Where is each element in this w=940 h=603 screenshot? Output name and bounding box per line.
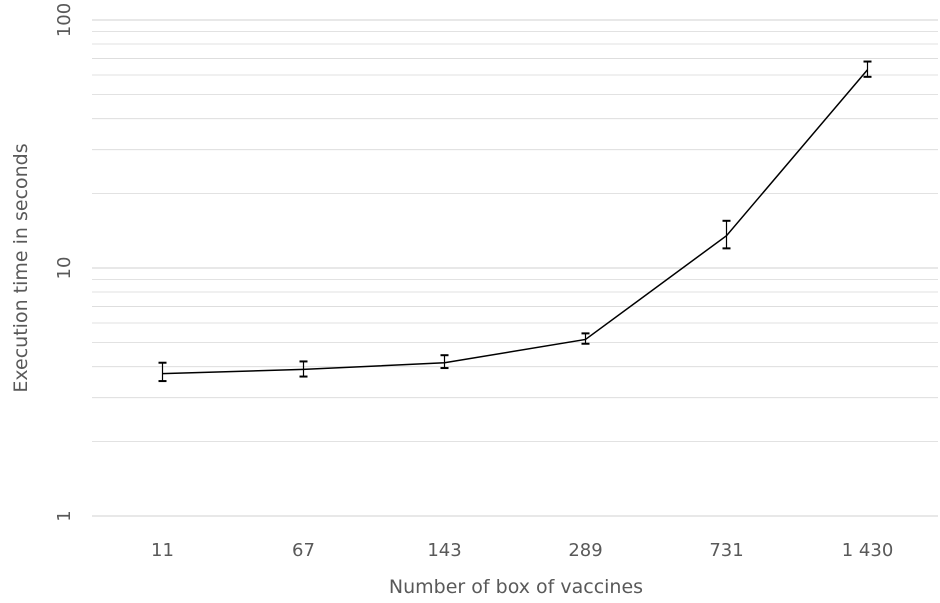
x-tick-label: 11 <box>151 540 174 561</box>
error-bar <box>722 219 731 250</box>
x-tick-label: 731 <box>709 540 743 561</box>
x-axis-title: Number of box of vaccines <box>389 576 643 598</box>
x-tick-label: 67 <box>292 540 315 561</box>
x-tick-label: 289 <box>568 540 602 561</box>
y-tick-label: 100 <box>54 3 75 37</box>
error-bar <box>440 354 449 370</box>
error-bar <box>863 60 872 78</box>
y-tick-labels: 1 10 100 <box>54 3 75 522</box>
error-bar <box>158 361 167 383</box>
y-tick-label: 1 <box>54 510 75 521</box>
y-tick-label: 10 <box>54 257 75 280</box>
x-tick-labels: 11 67 143 289 731 1 430 <box>151 540 893 561</box>
x-tick-label: 1 430 <box>842 540 894 561</box>
error-bar <box>581 332 590 345</box>
series <box>158 60 872 383</box>
gridlines <box>92 19 938 517</box>
x-tick-label: 143 <box>427 540 461 561</box>
y-axis-title: Execution time in seconds <box>10 143 32 392</box>
error-bar <box>299 360 308 378</box>
series-line <box>162 69 869 375</box>
